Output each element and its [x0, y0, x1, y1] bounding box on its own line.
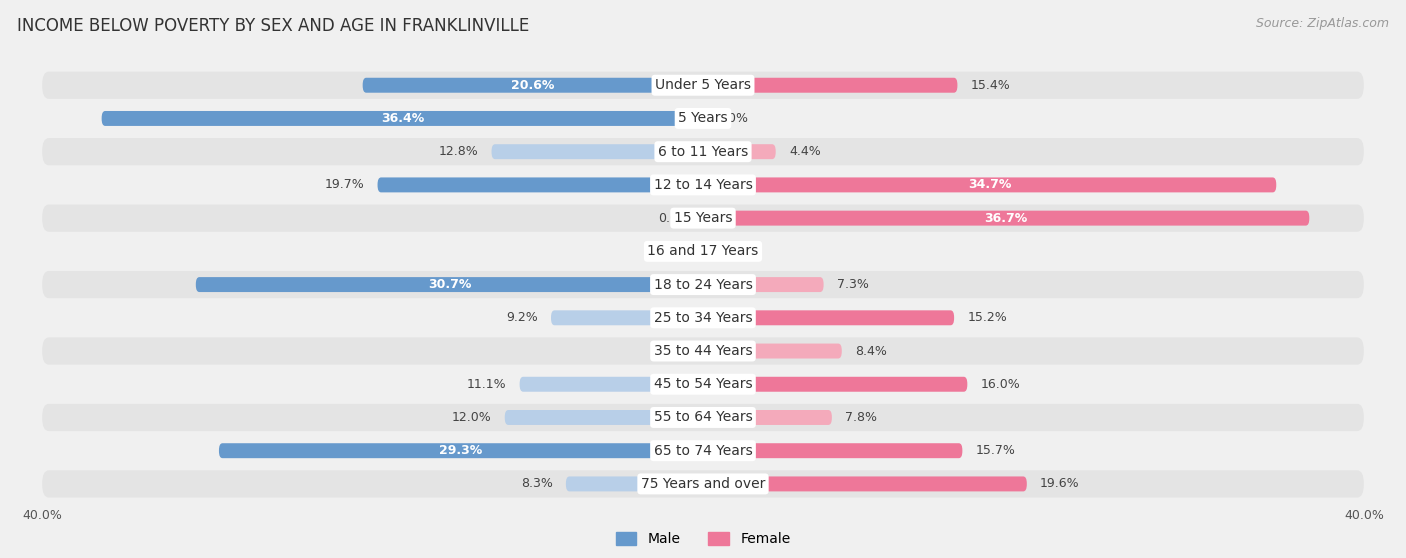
Text: 36.4%: 36.4% [381, 112, 425, 125]
FancyBboxPatch shape [42, 271, 1364, 298]
Text: 4.4%: 4.4% [789, 145, 821, 158]
Text: 55 to 64 Years: 55 to 64 Years [654, 411, 752, 425]
Text: 7.8%: 7.8% [845, 411, 877, 424]
FancyBboxPatch shape [42, 470, 1364, 498]
Text: Under 5 Years: Under 5 Years [655, 78, 751, 92]
FancyBboxPatch shape [195, 277, 703, 292]
FancyBboxPatch shape [42, 171, 1364, 199]
FancyBboxPatch shape [42, 205, 1364, 232]
FancyBboxPatch shape [703, 410, 832, 425]
FancyBboxPatch shape [703, 211, 1309, 225]
Text: 12 to 14 Years: 12 to 14 Years [654, 178, 752, 192]
FancyBboxPatch shape [42, 138, 1364, 165]
Text: 15 Years: 15 Years [673, 211, 733, 225]
FancyBboxPatch shape [378, 177, 703, 193]
FancyBboxPatch shape [695, 344, 703, 358]
Text: 18 to 24 Years: 18 to 24 Years [654, 277, 752, 292]
FancyBboxPatch shape [703, 377, 967, 392]
FancyBboxPatch shape [42, 304, 1364, 331]
FancyBboxPatch shape [219, 443, 703, 458]
Text: 15.4%: 15.4% [970, 79, 1011, 92]
FancyBboxPatch shape [42, 238, 1364, 265]
Text: INCOME BELOW POVERTY BY SEX AND AGE IN FRANKLINVILLE: INCOME BELOW POVERTY BY SEX AND AGE IN F… [17, 17, 529, 35]
Legend: Male, Female: Male, Female [610, 527, 796, 552]
Text: 0.0%: 0.0% [716, 245, 748, 258]
Text: 0.0%: 0.0% [658, 245, 690, 258]
Text: 29.3%: 29.3% [439, 444, 482, 457]
Text: Source: ZipAtlas.com: Source: ZipAtlas.com [1256, 17, 1389, 30]
Text: 16 and 17 Years: 16 and 17 Years [647, 244, 759, 258]
Text: 19.7%: 19.7% [325, 179, 364, 191]
Text: 12.8%: 12.8% [439, 145, 478, 158]
Text: 6 to 11 Years: 6 to 11 Years [658, 145, 748, 158]
Text: 16.0%: 16.0% [980, 378, 1021, 391]
Text: 75 Years and over: 75 Years and over [641, 477, 765, 491]
FancyBboxPatch shape [703, 177, 1277, 193]
FancyBboxPatch shape [695, 211, 703, 225]
FancyBboxPatch shape [505, 410, 703, 425]
FancyBboxPatch shape [551, 310, 703, 325]
Text: 0.0%: 0.0% [658, 344, 690, 358]
Text: 25 to 34 Years: 25 to 34 Years [654, 311, 752, 325]
Text: 15.2%: 15.2% [967, 311, 1007, 324]
Text: 0.0%: 0.0% [658, 211, 690, 225]
FancyBboxPatch shape [565, 477, 703, 492]
FancyBboxPatch shape [42, 404, 1364, 431]
Text: 8.3%: 8.3% [520, 478, 553, 490]
Text: 0.0%: 0.0% [716, 112, 748, 125]
Text: 35 to 44 Years: 35 to 44 Years [654, 344, 752, 358]
Text: 19.6%: 19.6% [1040, 478, 1080, 490]
Text: 8.4%: 8.4% [855, 344, 887, 358]
Text: 20.6%: 20.6% [512, 79, 554, 92]
FancyBboxPatch shape [492, 144, 703, 159]
Text: 5 Years: 5 Years [678, 112, 728, 126]
FancyBboxPatch shape [703, 111, 711, 126]
Text: 65 to 74 Years: 65 to 74 Years [654, 444, 752, 458]
FancyBboxPatch shape [703, 144, 776, 159]
Text: 34.7%: 34.7% [967, 179, 1011, 191]
FancyBboxPatch shape [42, 338, 1364, 364]
FancyBboxPatch shape [363, 78, 703, 93]
FancyBboxPatch shape [703, 310, 955, 325]
Text: 12.0%: 12.0% [451, 411, 492, 424]
FancyBboxPatch shape [42, 437, 1364, 464]
Text: 15.7%: 15.7% [976, 444, 1015, 457]
Text: 7.3%: 7.3% [837, 278, 869, 291]
FancyBboxPatch shape [703, 344, 842, 358]
Text: 11.1%: 11.1% [467, 378, 506, 391]
FancyBboxPatch shape [703, 443, 962, 458]
FancyBboxPatch shape [703, 244, 711, 259]
FancyBboxPatch shape [703, 477, 1026, 492]
FancyBboxPatch shape [520, 377, 703, 392]
FancyBboxPatch shape [703, 277, 824, 292]
Text: 36.7%: 36.7% [984, 211, 1028, 225]
Text: 30.7%: 30.7% [427, 278, 471, 291]
FancyBboxPatch shape [101, 111, 703, 126]
Text: 45 to 54 Years: 45 to 54 Years [654, 377, 752, 391]
FancyBboxPatch shape [42, 71, 1364, 99]
FancyBboxPatch shape [42, 371, 1364, 398]
FancyBboxPatch shape [695, 244, 703, 259]
FancyBboxPatch shape [703, 78, 957, 93]
Text: 9.2%: 9.2% [506, 311, 537, 324]
FancyBboxPatch shape [42, 105, 1364, 132]
